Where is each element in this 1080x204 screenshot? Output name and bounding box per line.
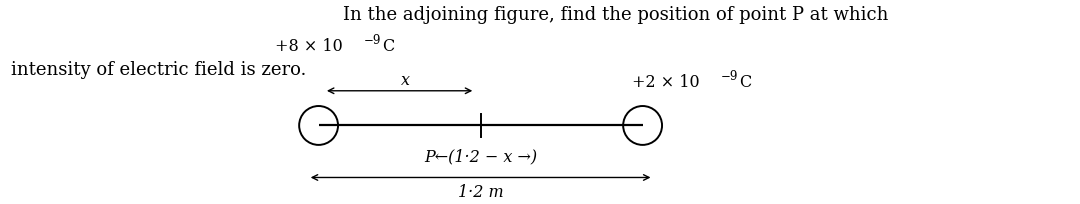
Text: C: C [382,38,394,55]
Text: In the adjoining figure, find the position of point P at which: In the adjoining figure, find the positi… [343,6,888,24]
Text: +2 × 10: +2 × 10 [632,74,700,91]
Text: P←(1·2 − x →): P←(1·2 − x →) [424,148,537,165]
Text: +8 × 10: +8 × 10 [275,38,343,55]
Text: 1·2 m: 1·2 m [458,184,503,201]
Text: x: x [401,72,409,89]
Text: −9: −9 [720,70,738,83]
Text: C: C [739,74,751,91]
Text: intensity of electric field is zero.: intensity of electric field is zero. [11,61,306,79]
Text: −9: −9 [364,34,381,47]
